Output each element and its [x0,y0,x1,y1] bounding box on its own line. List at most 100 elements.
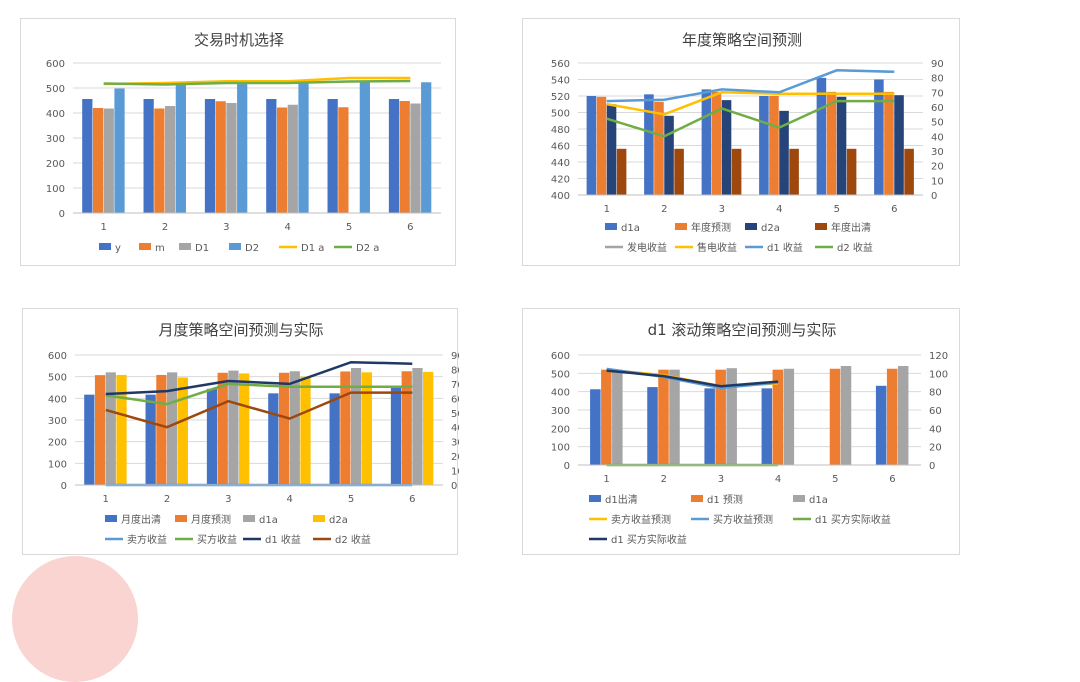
bar [204,99,216,213]
series-line [105,360,413,396]
x-tick-label: 4 [775,474,781,485]
legend-swatch [139,243,151,250]
chart-panel-timing: 交易时机选择 0 100 200 300 400 500 600 1 2 3 4 5 6 y m D1 D2 D1 … [20,18,456,266]
chart-monthly: 月度策略空间预测与实际 0 100 200 300 400 500 600 0 10 20 30 40 5… [48,321,459,546]
bar [217,372,228,485]
bar [596,96,607,195]
x-tick-label: 5 [832,474,838,485]
y2-tick-label: 10 [931,176,944,187]
series-line [606,367,779,390]
legend-swatch [179,243,191,250]
bar [82,99,93,213]
bar [783,368,795,465]
legend-label: d1 买方实际收益 [611,533,687,546]
chart-timing: 交易时机选择 0 100 200 300 400 500 600 1 2 3 4 5 6 y m D1 D2 D1 … [46,31,441,254]
bar [731,148,742,195]
legend-label: d2a [329,515,348,526]
y2-tick-label: 50 [451,409,459,420]
y-tick-label: 500 [48,373,67,384]
bar [116,374,127,485]
legend-label: d1 预测 [707,493,743,506]
legend-label: 月度预测 [191,513,231,526]
x-tick-label: 5 [348,494,354,505]
x-tick-label: 3 [719,204,725,215]
chart-panel-monthly: 月度策略空间预测与实际 0 100 200 300 400 500 600 0 10 20 30 40 5… [22,308,459,555]
legend-swatch [99,243,111,250]
legend-swatch [605,223,617,230]
bar [359,81,370,213]
y2-tick-label: 0 [451,481,457,492]
chart-annual: 年度策略空间预测40042044046048050052054056001020… [551,31,944,254]
bar [361,372,372,485]
y2-tick-label: 0 [931,191,937,202]
bar [897,366,909,465]
bar [772,369,784,465]
y-tick-label: 500 [46,84,65,95]
legend-swatch [815,223,827,230]
bar [886,368,898,465]
y-tick-label: 600 [48,351,67,362]
bar [276,107,288,213]
bar [423,371,434,485]
bar [351,368,362,485]
y-tick-label: 420 [551,175,570,186]
bar [884,91,894,195]
x-tick-label: 4 [286,494,292,505]
bar [875,385,887,465]
y2-tick-label: 70 [931,88,944,99]
y2-tick-label: 20 [931,162,944,173]
legend-label: 卖方收益预测 [611,513,671,526]
bar [300,376,311,485]
series-line [606,91,895,116]
bar [329,393,340,485]
y-tick-label: 400 [551,191,570,202]
legend-label: d1a [259,515,278,526]
legend-label: 售电收益 [697,241,737,254]
bar [237,82,248,213]
legend-label: 年度出清 [831,221,871,234]
y2-tick-label: 60 [451,394,459,405]
legend-label: D1 a [301,243,324,254]
legend-label: d1a [621,223,640,234]
y2-tick-label: 100 [929,369,948,380]
x-tick-label: 6 [891,204,897,215]
bar [103,108,114,213]
x-tick-label: 1 [604,204,610,215]
y2-tick-label: 40 [929,424,942,435]
legend-label: d1 收益 [265,533,301,546]
y2-tick-label: 90 [451,351,459,362]
bar [143,99,154,213]
chart-panel-d1-rolling: d1 滚动策略空间预测与实际 0 100 200 300 400 500 600 0 20 40 60… [522,308,960,555]
bar [664,115,674,195]
y-tick-label: 560 [551,59,570,70]
bar [268,393,279,485]
legend-swatch [175,515,187,522]
y-tick-label: 200 [551,424,570,435]
bar [836,96,847,195]
y-tick-label: 400 [48,394,67,405]
bar [711,91,722,195]
bar [215,101,226,213]
bar [616,148,627,195]
y-tick-label: 100 [48,459,67,470]
legend-swatch [793,495,805,502]
y-tick-label: 0 [564,461,570,472]
bar [105,372,116,485]
y2-tick-label: 60 [929,406,942,417]
bar [165,106,176,213]
y-tick-label: 500 [551,109,570,120]
y-tick-label: 400 [551,388,570,399]
bar [399,101,410,213]
legend-label: 月度出清 [121,513,161,526]
bar [327,99,338,213]
bar [340,371,351,485]
bar [904,148,914,195]
y2-tick-label: 120 [929,351,948,362]
y-tick-label: 100 [46,184,65,195]
y2-tick-label: 80 [451,365,459,376]
bar [410,103,421,213]
x-tick-label: 3 [225,494,231,505]
x-tick-label: 6 [407,222,413,233]
legend-swatch [243,515,255,522]
y2-tick-label: 50 [931,118,944,129]
